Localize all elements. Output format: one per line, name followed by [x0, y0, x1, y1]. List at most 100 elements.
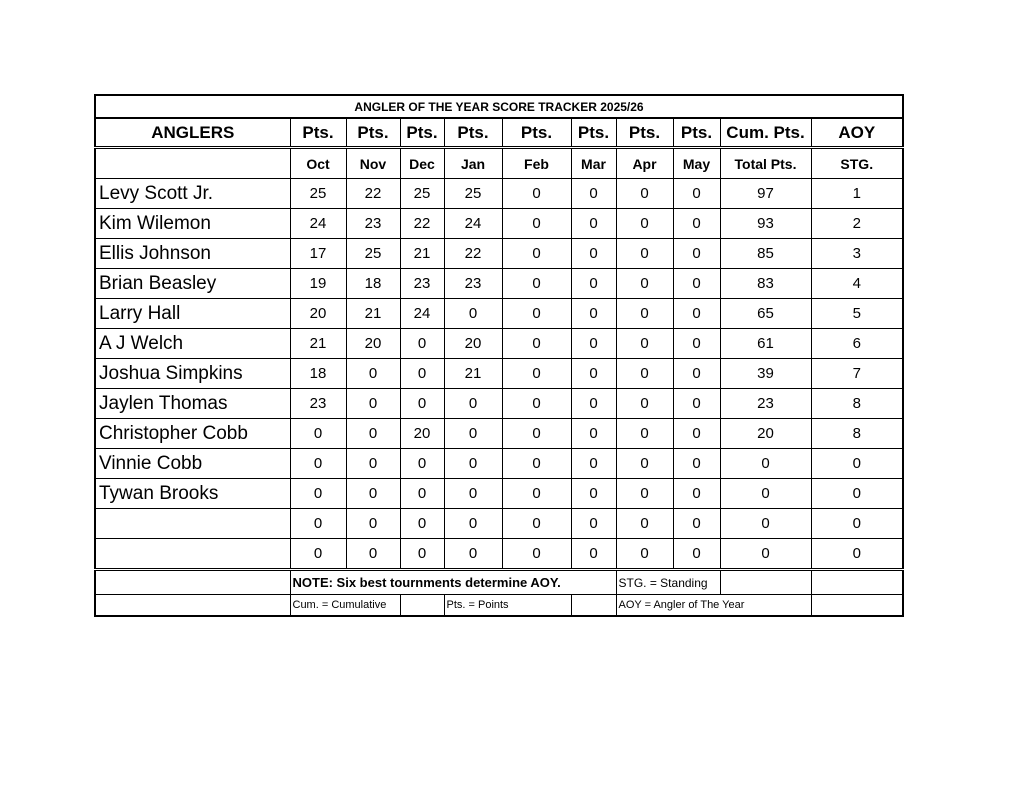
points-cell: 0	[501, 418, 572, 449]
standing-cell: 8	[810, 388, 904, 419]
points-cell: 0	[345, 358, 401, 389]
standing-cell: 0	[810, 478, 904, 509]
points-cell: 0	[570, 478, 617, 509]
column-header: Oct	[289, 147, 347, 179]
total-points-cell: 65	[719, 298, 812, 329]
column-header: Mar	[570, 147, 617, 179]
points-cell: 0	[672, 508, 721, 539]
angler-name: Christopher Cobb	[94, 418, 291, 449]
points-cell: 0	[570, 418, 617, 449]
points-cell: 21	[399, 238, 445, 269]
points-cell: 0	[399, 478, 445, 509]
points-cell: 0	[501, 208, 572, 239]
total-points-cell: 23	[719, 388, 812, 419]
column-header: Apr	[615, 147, 674, 179]
total-points-cell: 20	[719, 418, 812, 449]
points-cell: 0	[399, 388, 445, 419]
table-row: Christopher Cobb 0 0 20 0 0 0 0 0 20 8	[94, 418, 904, 449]
points-cell: 0	[289, 508, 347, 539]
points-cell: 0	[399, 358, 445, 389]
empty-cell	[570, 594, 617, 617]
table-row: Kim Wilemon 24 23 22 24 0 0 0 0 93 2	[94, 208, 904, 239]
total-points-cell: 93	[719, 208, 812, 239]
points-cell: 0	[615, 238, 674, 269]
column-header: Pts.	[501, 117, 572, 149]
points-cell: 0	[501, 268, 572, 299]
total-points-cell: 61	[719, 328, 812, 359]
table-title: ANGLER OF THE YEAR SCORE TRACKER 2025/26	[93, 94, 905, 119]
angler-name: Levy Scott Jr.	[94, 178, 291, 209]
points-cell: 17	[289, 238, 347, 269]
column-header: ANGLERS	[94, 117, 291, 149]
points-cell: 0	[615, 418, 674, 449]
points-cell: 21	[289, 328, 347, 359]
points-cell: 0	[501, 298, 572, 329]
total-points-cell: 0	[719, 508, 812, 539]
points-cell: 0	[672, 238, 721, 269]
standing-cell: 3	[810, 238, 904, 269]
points-cell: 0	[570, 178, 617, 209]
points-cell: 0	[289, 448, 347, 479]
points-cell: 0	[570, 208, 617, 239]
column-header: Total Pts.	[719, 147, 812, 179]
table-row: Tywan Brooks 0 0 0 0 0 0 0 0 0 0	[94, 478, 904, 509]
points-cell: 0	[615, 328, 674, 359]
standing-cell: 6	[810, 328, 904, 359]
points-cell: 20	[443, 328, 503, 359]
points-cell: 0	[570, 268, 617, 299]
points-cell: 0	[399, 508, 445, 539]
total-points-cell: 0	[719, 448, 812, 479]
points-cell: 0	[672, 538, 721, 570]
points-cell: 0	[443, 448, 503, 479]
angler-name: Vinnie Cobb	[94, 448, 291, 479]
points-cell: 19	[289, 268, 347, 299]
points-cell: 0	[399, 538, 445, 570]
points-cell: 0	[570, 538, 617, 570]
points-cell: 20	[345, 328, 401, 359]
points-cell: 23	[443, 268, 503, 299]
points-cell: 22	[443, 238, 503, 269]
points-cell: 24	[289, 208, 347, 239]
points-cell: 0	[672, 268, 721, 299]
points-cell: 0	[615, 388, 674, 419]
total-points-cell: 85	[719, 238, 812, 269]
points-cell: 0	[672, 328, 721, 359]
total-points-cell: 97	[719, 178, 812, 209]
points-cell: 0	[345, 448, 401, 479]
points-cell: 0	[570, 238, 617, 269]
points-cell: 0	[615, 538, 674, 570]
points-cell: 0	[672, 478, 721, 509]
column-header: Jan	[443, 147, 503, 179]
standing-cell: 8	[810, 418, 904, 449]
empty-cell	[94, 594, 291, 617]
points-cell: 0	[345, 478, 401, 509]
points-cell: 0	[615, 478, 674, 509]
points-cell: 25	[289, 178, 347, 209]
header-row-2: Oct Nov Dec Jan Feb Mar Apr May Total Pts. STG.	[94, 147, 904, 179]
points-cell: 0	[570, 298, 617, 329]
column-header: Pts.	[399, 117, 445, 149]
points-cell: 0	[672, 298, 721, 329]
table-row: A J Welch 21 20 0 20 0 0 0 0 61 6	[94, 328, 904, 359]
angler-name: Tywan Brooks	[94, 478, 291, 509]
column-header: Pts.	[672, 117, 721, 149]
points-cell: 24	[399, 298, 445, 329]
points-cell: 0	[289, 538, 347, 570]
points-cell: 0	[570, 448, 617, 479]
table-row: Larry Hall 20 21 24 0 0 0 0 0 65 5	[94, 298, 904, 329]
angler-name: Larry Hall	[94, 298, 291, 329]
points-cell: 0	[615, 178, 674, 209]
points-cell: 0	[501, 238, 572, 269]
column-header: Pts.	[615, 117, 674, 149]
standing-cell: 0	[810, 508, 904, 539]
table-row: Jaylen Thomas 23 0 0 0 0 0 0 0 23 8	[94, 388, 904, 419]
points-cell: 0	[672, 448, 721, 479]
points-cell: 0	[345, 538, 401, 570]
points-cell: 21	[345, 298, 401, 329]
angler-name: Joshua Simpkins	[94, 358, 291, 389]
empty-cell	[399, 594, 445, 617]
total-points-cell: 0	[719, 538, 812, 570]
points-cell: 0	[501, 508, 572, 539]
column-header: Cum. Pts.	[719, 117, 812, 149]
